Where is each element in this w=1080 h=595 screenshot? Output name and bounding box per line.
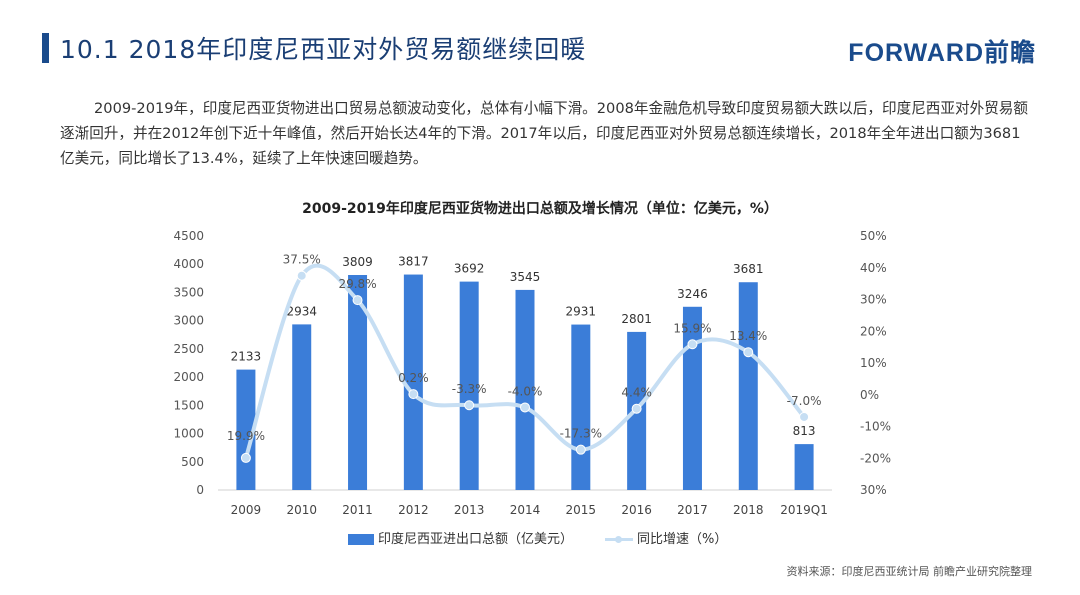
legend-line-swatch (605, 534, 634, 545)
growth-rate-label: 4.4% (621, 386, 652, 400)
growth-rate-point (799, 411, 810, 422)
bar (571, 324, 591, 490)
y-left-tick-label: 2500 (173, 342, 204, 356)
y-left-tick-label: 3500 (173, 285, 204, 299)
bar (794, 444, 814, 490)
y-right-tick-label: 10% (860, 356, 887, 370)
y-left-tick-label: 4000 (173, 257, 204, 271)
y-right-tick-label: 30% (860, 483, 887, 497)
bar-value-label: 813 (793, 424, 816, 438)
bar-value-label: 3681 (733, 262, 764, 276)
growth-rate-label: -3.3% (452, 382, 487, 396)
x-tick-label: 2015 (566, 503, 597, 517)
y-right-tick-label: 40% (860, 261, 887, 275)
x-tick-label: 2011 (342, 503, 373, 517)
growth-rate-label: 0.2% (398, 371, 429, 385)
y-right-tick-label: -20% (860, 451, 891, 465)
source-note: 资料来源：印度尼西亚统计局 前瞻产业研究院整理 (786, 565, 1033, 578)
x-tick-label: 2017 (677, 503, 708, 517)
x-tick-label: 2014 (510, 503, 541, 517)
growth-rate-label: -4.0% (508, 384, 543, 398)
bar (236, 369, 256, 490)
y-right-tick-label: 20% (860, 324, 887, 338)
growth-rate-label: -7.0% (787, 394, 822, 408)
bar-value-label: 3809 (342, 255, 373, 269)
bar (348, 275, 368, 490)
growth-rate-point (464, 400, 475, 411)
title-accent-bar (42, 33, 49, 63)
bar (738, 282, 758, 490)
bar-value-label: 2801 (621, 312, 652, 326)
bar-value-label: 3246 (677, 287, 708, 301)
y-left-tick-label: 2000 (173, 370, 204, 384)
growth-rate-label: 19.9% (227, 429, 265, 443)
legend-line-label: 同比增速（%） (637, 532, 728, 547)
intro-paragraph: 2009-2019年，印度尼西亚货物进出口贸易总额波动变化，总体有小幅下滑。20… (60, 96, 1030, 171)
growth-rate-point (687, 339, 698, 350)
bar (682, 306, 702, 490)
growth-rate-label: -17.3% (560, 427, 602, 441)
growth-rate-line (243, 263, 807, 460)
growth-rate-point (296, 270, 307, 281)
x-tick-label: 2018 (733, 503, 764, 517)
growth-rate-point (408, 389, 419, 400)
x-tick-label: 2010 (286, 503, 317, 517)
chart-title: 2009-2019年印度尼西亚货物进出口总额及增长情况（单位：亿美元，%） (302, 201, 778, 217)
growth-rate-point (520, 402, 530, 413)
y-left-tick-label: 1500 (173, 398, 204, 412)
bar (459, 281, 479, 490)
bar-value-label: 2133 (231, 350, 262, 364)
y-right-tick-label: -10% (860, 420, 891, 434)
bar (292, 324, 312, 490)
growth-rate-label: 29.8% (338, 277, 376, 291)
y-left-tick-label: 500 (181, 455, 204, 469)
growth-rate-point (240, 452, 251, 463)
chart-legend: 印度尼西亚进出口总额（亿美元） 同比增速（%） (348, 528, 727, 547)
growth-rate-label: 37.5% (283, 253, 321, 267)
intro-text: 2009-2019年，印度尼西亚货物进出口贸易总额波动变化，总体有小幅下滑。20… (60, 100, 1028, 167)
growth-rate-point (575, 444, 586, 455)
bar (403, 274, 423, 490)
growth-rate-point (352, 295, 363, 306)
growth-rate-label: 13.4% (729, 329, 767, 343)
y-left-tick-label: 4500 (173, 229, 204, 243)
bar-value-label: 3817 (398, 255, 429, 269)
x-tick-label: 2012 (398, 503, 429, 517)
bar (515, 289, 535, 490)
growth-rate-point (631, 403, 642, 414)
y-left-tick-label: 1000 (173, 427, 204, 441)
bar-value-label: 3692 (454, 262, 485, 276)
bar-value-label: 3545 (510, 270, 541, 284)
page-title: 10.1 2018年印度尼西亚对外贸易额继续回暖 (60, 35, 587, 64)
y-right-tick-label: 0% (860, 388, 879, 402)
legend-bar-label: 印度尼西亚进出口总额（亿美元） (378, 532, 574, 547)
bar-value-label: 2931 (566, 305, 597, 319)
x-tick-label: 2019Q1 (780, 503, 828, 517)
brand-logo: FORWARD前瞻 (848, 39, 1036, 67)
y-right-tick-label: 50% (860, 229, 887, 243)
bar-value-label: 2934 (286, 304, 317, 318)
growth-rate-point (743, 347, 754, 358)
x-tick-label: 2016 (621, 503, 652, 517)
y-right-tick-label: 30% (860, 293, 887, 307)
legend-bar-swatch (348, 534, 374, 545)
x-tick-label: 2009 (231, 503, 262, 517)
y-left-tick-label: 3000 (173, 314, 204, 328)
growth-rate-label: 15.9% (673, 321, 711, 335)
y-left-tick-label: 0 (196, 483, 204, 497)
x-tick-label: 2013 (454, 503, 485, 517)
